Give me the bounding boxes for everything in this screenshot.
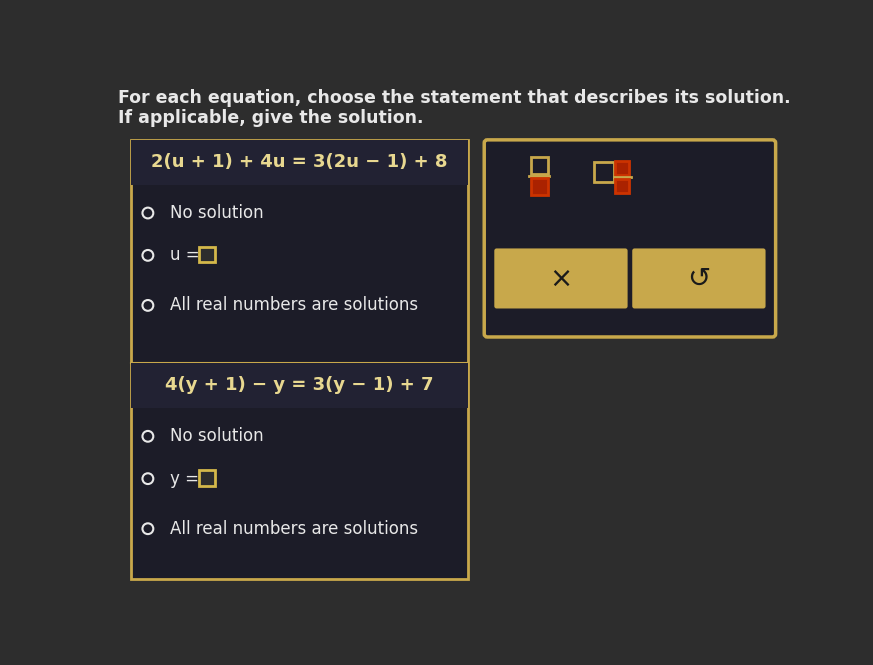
FancyBboxPatch shape [199, 247, 215, 262]
Text: ×: × [549, 265, 573, 293]
FancyBboxPatch shape [615, 161, 629, 174]
FancyBboxPatch shape [531, 178, 547, 196]
Text: All real numbers are solutions: All real numbers are solutions [169, 297, 417, 315]
Text: No solution: No solution [169, 428, 263, 446]
FancyBboxPatch shape [615, 179, 629, 193]
Text: 4(y + 1) − y = 3(y − 1) + 7: 4(y + 1) − y = 3(y − 1) + 7 [165, 376, 434, 394]
FancyBboxPatch shape [131, 140, 468, 579]
FancyBboxPatch shape [131, 363, 468, 408]
FancyBboxPatch shape [531, 157, 547, 174]
Text: If applicable, give the solution.: If applicable, give the solution. [119, 109, 424, 127]
FancyBboxPatch shape [594, 162, 614, 182]
Text: No solution: No solution [169, 204, 263, 222]
Text: For each equation, choose the statement that describes its solution.: For each equation, choose the statement … [119, 89, 791, 107]
Text: ↺: ↺ [687, 265, 711, 293]
Text: u =: u = [169, 246, 204, 265]
FancyBboxPatch shape [494, 249, 628, 309]
FancyBboxPatch shape [131, 140, 468, 184]
Text: 2(u + 1) + 4u = 3(2u − 1) + 8: 2(u + 1) + 4u = 3(2u − 1) + 8 [151, 153, 448, 171]
FancyBboxPatch shape [199, 470, 215, 485]
Text: y =: y = [169, 469, 203, 487]
FancyBboxPatch shape [485, 140, 775, 337]
FancyBboxPatch shape [632, 249, 766, 309]
Text: All real numbers are solutions: All real numbers are solutions [169, 520, 417, 538]
